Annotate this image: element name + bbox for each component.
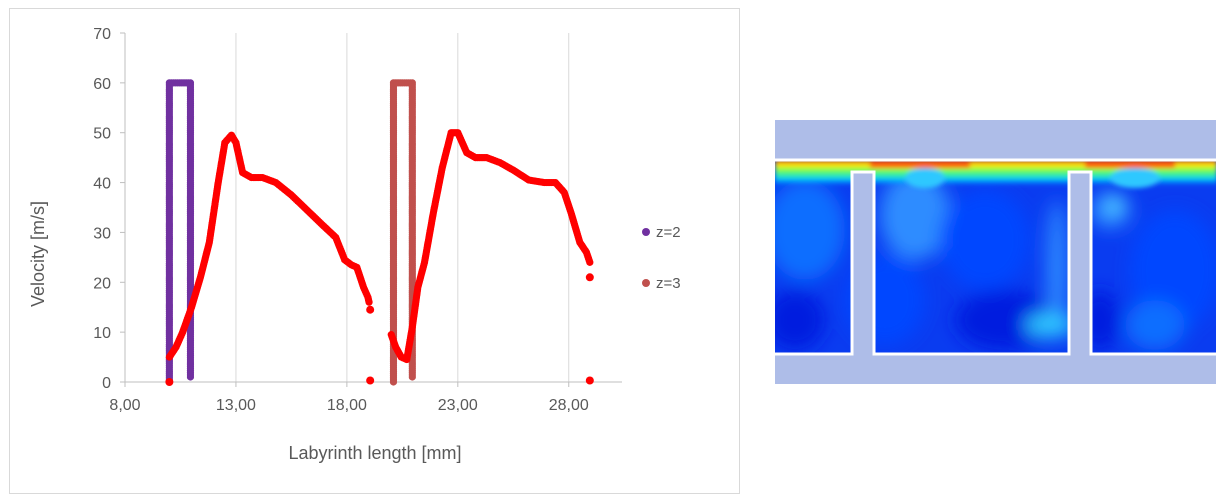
y-tick-label: 40 bbox=[93, 176, 111, 193]
x-tick-label: 28,00 bbox=[549, 397, 589, 414]
lower-wall bbox=[775, 355, 1216, 384]
seal-teeth bbox=[852, 172, 1091, 356]
y-tick-label: 70 bbox=[93, 26, 111, 43]
x-axis-label: Labyrinth length [mm] bbox=[288, 443, 461, 463]
data-point bbox=[585, 376, 594, 385]
data-point bbox=[165, 378, 174, 386]
y-tick-label: 20 bbox=[93, 275, 111, 292]
cfd-velocity-contour-image bbox=[775, 120, 1216, 384]
axes bbox=[120, 32, 622, 387]
x-tick-label: 8,00 bbox=[109, 397, 140, 414]
x-tick-label: 13,00 bbox=[216, 397, 256, 414]
legend-marker bbox=[642, 279, 650, 287]
tick-labels: 0 10 20 30 40 50 60 70 8,00 13,00 18,00 23,00 28,00 bbox=[93, 26, 589, 414]
y-tick-label: 10 bbox=[93, 325, 111, 342]
upper-wall bbox=[775, 120, 1216, 160]
seal-outline bbox=[775, 158, 1216, 356]
data-point bbox=[586, 258, 594, 266]
y-tick-label: 30 bbox=[93, 225, 111, 242]
legend-label: z=2 bbox=[656, 224, 681, 241]
y-tick-label: 50 bbox=[93, 126, 111, 143]
legend-label: z=3 bbox=[656, 275, 681, 292]
data-point bbox=[585, 273, 594, 282]
data-point bbox=[366, 305, 375, 314]
data-point bbox=[365, 298, 373, 306]
data-point bbox=[408, 373, 416, 381]
y-tick-label: 60 bbox=[93, 76, 111, 93]
data-series bbox=[165, 79, 594, 386]
legend-marker bbox=[642, 228, 650, 236]
x-tick-label: 18,00 bbox=[327, 397, 367, 414]
legend: z=2 z=3 bbox=[642, 224, 681, 292]
data-point bbox=[186, 373, 195, 381]
series-profile bbox=[165, 129, 594, 386]
x-tick-label: 23,00 bbox=[438, 397, 478, 414]
data-point bbox=[366, 376, 375, 385]
y-axis-label: Velocity [m/s] bbox=[28, 201, 48, 307]
y-tick-label: 0 bbox=[102, 375, 111, 392]
chart-frame: 0 10 20 30 40 50 60 70 8,00 13,00 18,00 23,00 28,00 … bbox=[9, 8, 740, 494]
velocity-field bbox=[775, 160, 1216, 355]
